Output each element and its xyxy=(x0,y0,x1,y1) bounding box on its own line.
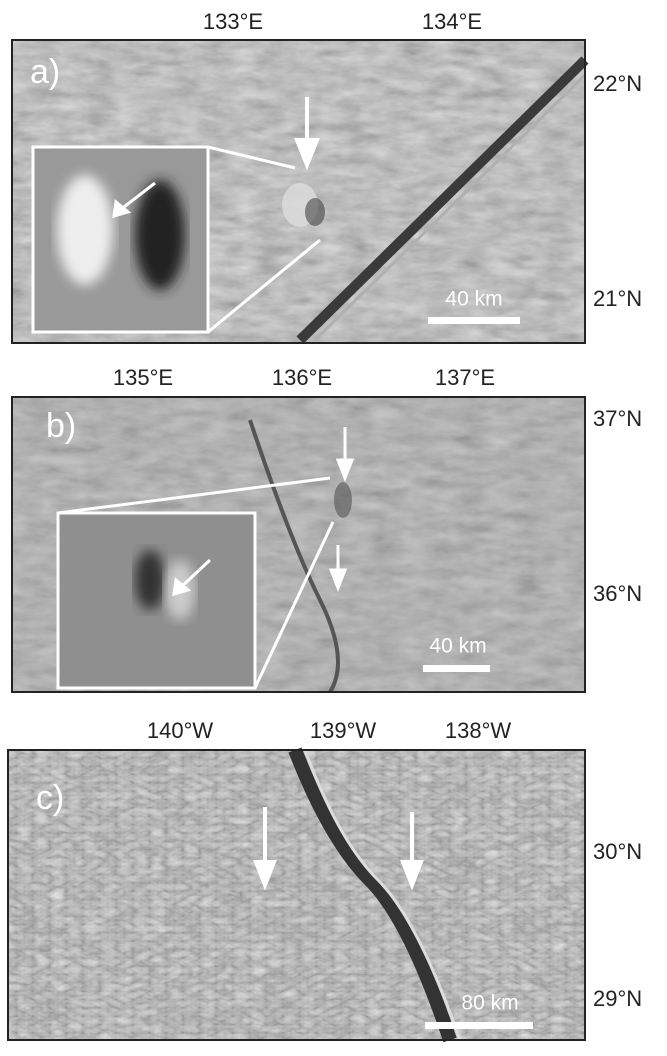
panel-a: 40 km a) 133°E 134°E 22°N 21°N xyxy=(12,9,642,343)
inset-dark xyxy=(135,180,185,290)
lon-label: 135°E xyxy=(113,365,173,390)
scale-bar xyxy=(425,1022,533,1029)
panel-b: 40 km b) 135°E 136°E 137°E 37°N 36°N xyxy=(12,365,642,692)
lon-label: 134°E xyxy=(422,9,482,34)
lat-label: 21°N xyxy=(593,286,642,311)
lon-label: 139°W xyxy=(310,718,377,743)
scale-label: 40 km xyxy=(429,635,486,658)
feature xyxy=(334,482,352,518)
lon-label: 138°W xyxy=(445,718,512,743)
lat-label: 22°N xyxy=(593,71,642,96)
panel-label: c) xyxy=(36,779,64,817)
feature xyxy=(305,198,325,226)
lon-label: 137°E xyxy=(435,365,495,390)
scale-label: 40 km xyxy=(445,288,502,311)
scale-bar xyxy=(428,317,520,324)
panel-label: a) xyxy=(30,53,60,91)
lon-label: 133°E xyxy=(203,9,263,34)
lon-label: 140°W xyxy=(147,718,214,743)
inset-dark xyxy=(135,550,165,610)
lat-label: 30°N xyxy=(593,839,642,864)
inset-bright xyxy=(57,175,113,285)
lat-label: 37°N xyxy=(593,406,642,431)
lat-label: 29°N xyxy=(593,986,642,1011)
panel-c: 80 km c) 140°W 139°W 138°W 30°N 29°N xyxy=(8,718,642,1040)
figure: 40 km a) 133°E 134°E 22°N 21°N 40 km b) … xyxy=(0,0,667,1056)
panel-label: b) xyxy=(46,407,76,445)
lat-label: 36°N xyxy=(593,581,642,606)
scale-label: 80 km xyxy=(461,992,518,1015)
scale-bar xyxy=(423,665,490,672)
lon-label: 136°E xyxy=(272,365,332,390)
